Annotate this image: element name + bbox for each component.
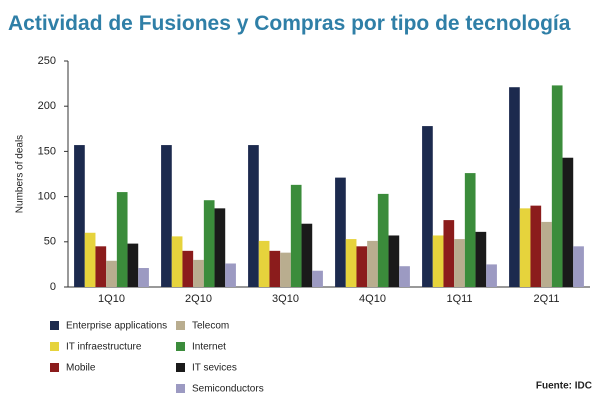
legend-label: IT sevices <box>192 363 237 374</box>
bar <box>399 266 410 287</box>
bar <box>203 200 215 287</box>
bar <box>541 221 552 287</box>
bar <box>280 252 291 287</box>
y-tick-label: 150 <box>38 145 56 157</box>
legend-swatch <box>176 384 185 393</box>
bar <box>388 235 400 287</box>
bar <box>193 259 204 287</box>
bar <box>530 205 542 287</box>
bar <box>312 270 323 287</box>
y-tick-label: 50 <box>44 236 56 248</box>
legend-swatch <box>50 321 59 330</box>
bar <box>74 145 85 287</box>
bar <box>84 232 96 287</box>
bar <box>486 264 497 287</box>
bar <box>562 157 574 287</box>
y-tick-label: 200 <box>38 100 56 112</box>
y-tick-label: 100 <box>38 191 56 203</box>
bar <box>116 192 128 287</box>
x-tick-label: 1Q10 <box>98 293 125 305</box>
x-tick-label: 3Q10 <box>272 293 299 305</box>
bar <box>551 85 563 288</box>
legend-swatch <box>176 342 185 351</box>
bar <box>509 87 520 287</box>
legend-swatch <box>50 363 59 372</box>
bar <box>454 239 465 287</box>
bar <box>182 250 194 287</box>
bar <box>214 208 226 287</box>
y-tick-label: 250 <box>38 55 56 67</box>
bar <box>106 260 117 287</box>
x-tick-label: 4Q10 <box>359 293 386 305</box>
chart-title: Actividad de Fusiones y Compras por tipo… <box>8 12 571 35</box>
bar <box>127 243 139 287</box>
bar <box>519 208 531 287</box>
legend-label: Semiconductors <box>192 384 264 395</box>
bar <box>138 268 149 287</box>
x-tick-label: 2Q10 <box>185 293 212 305</box>
bar <box>464 173 476 287</box>
bar <box>335 177 346 287</box>
y-tick-label: 0 <box>50 281 56 293</box>
legend-swatch <box>50 342 59 351</box>
bar <box>290 184 302 287</box>
legend-swatch <box>176 363 185 372</box>
bar <box>161 145 172 287</box>
bar <box>377 193 389 287</box>
bar <box>573 246 584 287</box>
bar <box>269 250 281 287</box>
bar <box>475 231 487 287</box>
x-tick-label: 2Q11 <box>533 293 559 305</box>
bar <box>356 246 368 287</box>
bar <box>345 239 357 287</box>
bar <box>443 220 455 287</box>
legend-label: Telecom <box>192 321 229 332</box>
bar <box>258 240 270 287</box>
legend-swatch <box>176 321 185 330</box>
legend-label: Internet <box>192 342 226 353</box>
legend-label: Mobile <box>66 363 96 374</box>
bar <box>422 126 433 287</box>
bar <box>171 236 183 287</box>
legend-label: Enterprise applications <box>66 321 167 332</box>
bar <box>248 145 259 287</box>
bar <box>95 246 107 287</box>
legend-label: IT infraestructure <box>66 342 142 353</box>
bar <box>367 240 378 287</box>
bar <box>225 263 236 287</box>
source: Fuente: IDC <box>536 381 592 392</box>
bar <box>432 235 444 287</box>
y-axis-label: Numbers of deals <box>15 135 26 213</box>
bar <box>301 223 313 287</box>
x-tick-label: 1Q11 <box>446 293 472 305</box>
